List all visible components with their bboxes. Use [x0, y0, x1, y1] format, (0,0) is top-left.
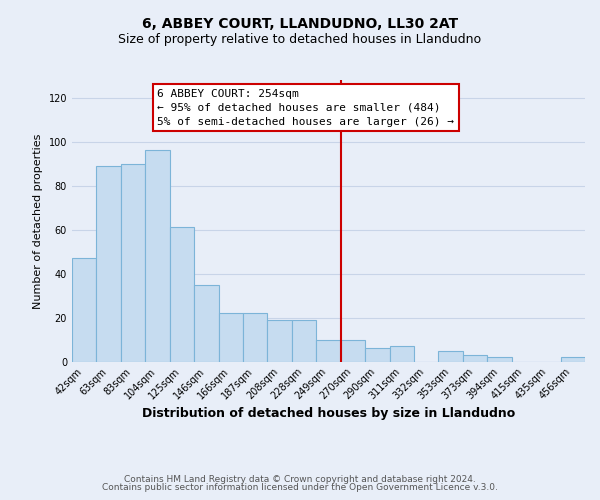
Bar: [145, 150, 170, 362]
Bar: [72, 258, 97, 362]
Bar: [316, 340, 341, 361]
Bar: [389, 346, 414, 362]
Text: Contains HM Land Registry data © Crown copyright and database right 2024.: Contains HM Land Registry data © Crown c…: [124, 475, 476, 484]
Bar: [487, 358, 512, 362]
Y-axis label: Number of detached properties: Number of detached properties: [33, 133, 43, 308]
Bar: [292, 320, 316, 362]
Bar: [243, 314, 268, 362]
Bar: [121, 164, 145, 362]
Bar: [341, 340, 365, 361]
Text: 6 ABBEY COURT: 254sqm
← 95% of detached houses are smaller (484)
5% of semi-deta: 6 ABBEY COURT: 254sqm ← 95% of detached …: [157, 89, 454, 127]
Bar: [439, 350, 463, 362]
Bar: [194, 284, 218, 362]
Text: Size of property relative to detached houses in Llandudno: Size of property relative to detached ho…: [118, 32, 482, 46]
Bar: [560, 358, 585, 362]
Bar: [463, 355, 487, 362]
Bar: [218, 314, 243, 362]
X-axis label: Distribution of detached houses by size in Llandudno: Distribution of detached houses by size …: [142, 407, 515, 420]
Text: 6, ABBEY COURT, LLANDUDNO, LL30 2AT: 6, ABBEY COURT, LLANDUDNO, LL30 2AT: [142, 18, 458, 32]
Bar: [365, 348, 389, 362]
Text: Contains public sector information licensed under the Open Government Licence v.: Contains public sector information licen…: [102, 484, 498, 492]
Bar: [170, 228, 194, 362]
Bar: [97, 166, 121, 362]
Bar: [268, 320, 292, 362]
